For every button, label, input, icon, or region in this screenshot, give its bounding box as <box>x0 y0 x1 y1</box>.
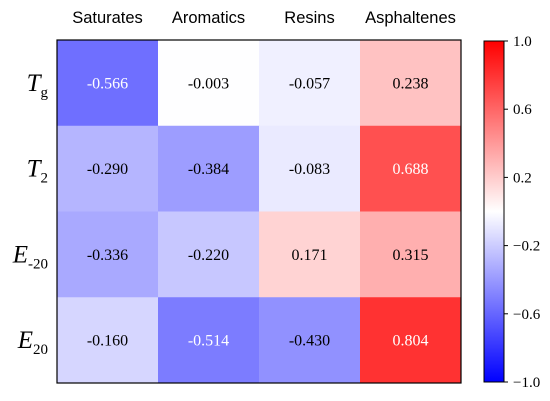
row-label-sub-1: 2 <box>41 171 49 187</box>
colorbar-tick-label-3: −0.2 <box>513 239 540 255</box>
colorbar-tick-label-0: 1.0 <box>513 34 532 50</box>
cell-value-label-r0-c3: 0.238 <box>393 75 429 92</box>
heatmap-cell-r3-c0 <box>57 297 159 384</box>
heatmap-cell-r2-c3 <box>360 211 462 298</box>
cell-value-label-r2-c0: -0.336 <box>87 247 128 264</box>
colorbar-gradient <box>484 41 504 382</box>
cell-value-label-r1-c0: -0.290 <box>87 161 128 178</box>
column-label-1: Aromatics <box>172 9 245 27</box>
column-label-2: Resins <box>284 9 334 27</box>
colorbar-frame <box>483 40 505 383</box>
heatmap-cell-r1-c3 <box>360 125 462 212</box>
row-label-main-2: E <box>12 241 28 268</box>
colorbar: 1.0 0.6 0.2 −0.2 −0.6 −1.0 <box>483 34 541 391</box>
heatmap-cell-r2-c0 <box>57 211 159 298</box>
colorbar-tick-label-5: −1.0 <box>513 375 540 391</box>
column-labels: Saturates Aromatics Resins Asphaltenes <box>72 9 456 27</box>
heatmap-cell-r1-c1 <box>158 125 260 212</box>
column-label-0: Saturates <box>72 9 143 27</box>
heatmap-cell-r3-c3 <box>360 297 462 384</box>
heatmap-cell-r3-c2 <box>259 297 361 384</box>
heatmap-cell-r2-c1 <box>158 211 260 298</box>
cell-value-label-r2-c3: 0.315 <box>393 247 429 264</box>
cell-value-label-r1-c1: -0.384 <box>188 161 229 178</box>
colorbar-tick-label-1: 0.6 <box>513 102 532 118</box>
heatmap-cell-r0-c1 <box>158 40 260 127</box>
cell-value-label-r2-c1: -0.220 <box>188 247 229 264</box>
heatmap-cell-r0-c3 <box>360 40 462 127</box>
cell-value-label-r3-c3: 0.804 <box>393 333 429 350</box>
heatmap-frame <box>56 39 462 384</box>
cell-value-label-r3-c0: -0.160 <box>87 333 128 350</box>
colorbar-tick-label-4: −0.6 <box>513 307 541 323</box>
row-label-sub-2: -20 <box>28 256 48 272</box>
heatmap-cell-r1-c2 <box>259 125 361 212</box>
cell-value-label-r1-c3: 0.688 <box>393 161 429 178</box>
heatmap-cell-r1-c0 <box>57 125 159 212</box>
heatmap-cell-r0-c0 <box>57 40 159 127</box>
cell-value-label-r3-c2: -0.430 <box>289 333 330 350</box>
row-label-sub-0: g <box>41 85 49 101</box>
row-label-2: E-20 <box>12 241 48 272</box>
colorbar-tick-label-2: 0.2 <box>513 170 532 186</box>
cell-value-label-r0-c1: -0.003 <box>188 75 229 92</box>
row-label-1: T2 <box>27 156 48 187</box>
cell-value-label-r1-c2: -0.083 <box>289 161 330 178</box>
row-label-3: E20 <box>17 327 48 358</box>
row-label-sub-3: 20 <box>33 342 48 358</box>
row-label-main-0: T <box>27 70 43 97</box>
cell-value-label-r0-c2: -0.057 <box>289 75 330 92</box>
row-label-main-1: T <box>27 156 43 183</box>
column-label-3: Asphaltenes <box>365 9 456 27</box>
cell-value-label-r2-c2: 0.171 <box>292 247 328 264</box>
heatmap-cell-r0-c2 <box>259 40 361 127</box>
heatmap-cell-r2-c2 <box>259 211 361 298</box>
cell-value-label-r3-c1: -0.514 <box>188 333 229 350</box>
cell-value-label-r0-c0: -0.566 <box>87 75 128 92</box>
heatmap-cells: -0.566 -0.003 -0.057 0.238 -0.290 -0.384 -0.08… <box>57 40 462 384</box>
heatmap-cell-r3-c1 <box>158 297 260 384</box>
row-label-main-3: E <box>17 327 33 354</box>
row-label-0: Tg <box>27 70 49 101</box>
